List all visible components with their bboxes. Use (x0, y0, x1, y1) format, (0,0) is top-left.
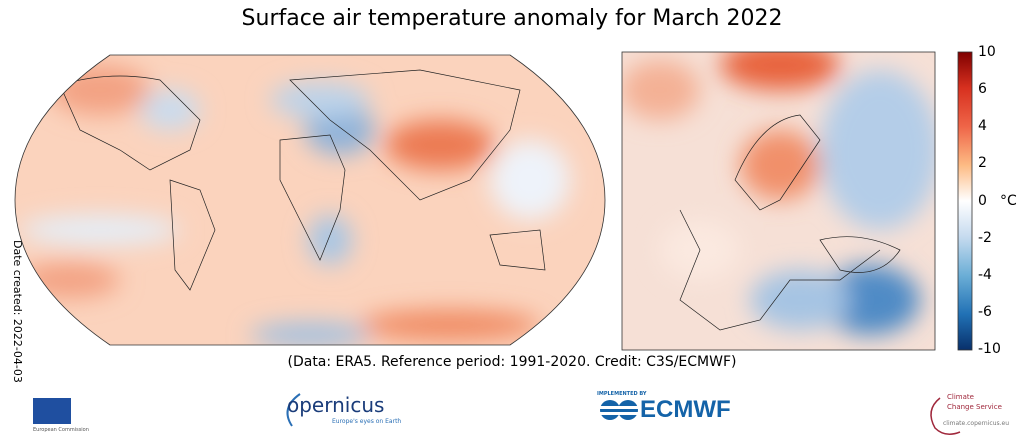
c3s-logo: Climate Change Service (947, 392, 1002, 412)
credit-line: (Data: ERA5. Reference period: 1991-2020… (287, 354, 737, 370)
colorbar-tick: -10 (978, 341, 1001, 357)
ecmwf-implemented-by: IMPLEMENTED BY (597, 391, 647, 397)
colorbar-tick: 6 (978, 81, 987, 97)
c3s-logo-mark (930, 397, 961, 435)
copernicus-tagline: Europe's eyes on Earth (332, 418, 402, 425)
colorbar-tick: -4 (978, 267, 992, 283)
ecmwf-logo-mark (598, 400, 640, 420)
ecmwf-logo: ECMWF (640, 396, 731, 423)
global-map (15, 55, 605, 345)
copernicus-logo-mark (286, 393, 301, 427)
colorbar-tick: 10 (978, 44, 996, 60)
c3s-url: climate.copernicus.eu (943, 420, 1010, 427)
colorbar-tick: 0 (978, 193, 987, 209)
eu-flag-icon (33, 398, 71, 424)
colorbar-unit: °C (1000, 193, 1017, 209)
colorbar (957, 51, 973, 351)
europe-map (622, 52, 935, 350)
colorbar-tick: 4 (978, 118, 987, 134)
eu-logo-label: European Commission (33, 427, 89, 433)
c3s-line2: Change Service (947, 403, 1002, 411)
colorbar-tick: 2 (978, 155, 987, 171)
c3s-line1: Climate (947, 393, 974, 401)
copernicus-logo: opernicus (287, 393, 385, 417)
chart-title: Surface air temperature anomaly for Marc… (241, 6, 783, 31)
colorbar-tick: -2 (978, 230, 992, 246)
colorbar-tick: -6 (978, 304, 992, 320)
